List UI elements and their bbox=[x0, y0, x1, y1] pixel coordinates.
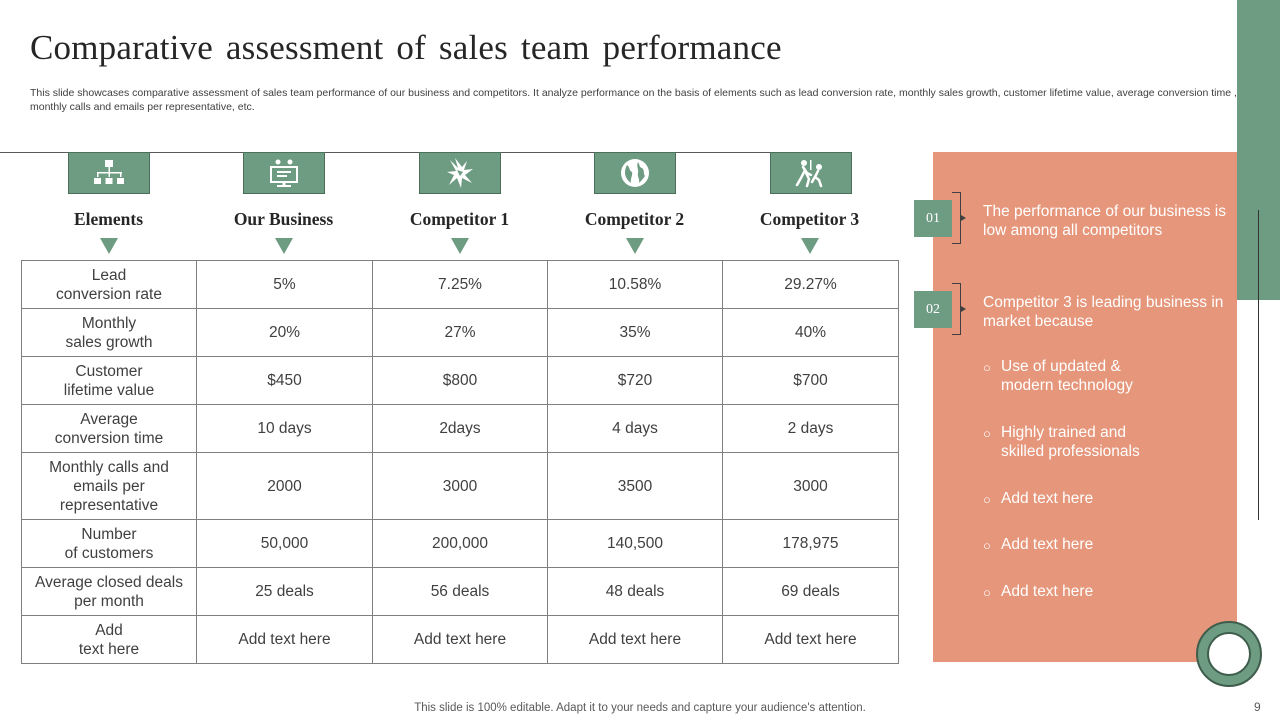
table-cell: 140,500 bbox=[547, 519, 723, 568]
table-cell: 56 deals bbox=[372, 567, 548, 616]
table-cell: 2 days bbox=[722, 404, 899, 453]
bracket-tip bbox=[961, 215, 966, 221]
table-row: Number of customers 50,000 200,000 140,5… bbox=[21, 519, 899, 568]
row-label: Customer lifetime value bbox=[21, 356, 197, 405]
table-cell: 7.25% bbox=[372, 260, 548, 309]
table-row: Lead conversion rate 5% 7.25% 10.58% 29.… bbox=[21, 260, 899, 309]
table-row: Monthly sales growth 20% 27% 35% 40% bbox=[21, 308, 899, 357]
table-cell: 2000 bbox=[196, 452, 373, 520]
row-label: Monthly calls and emails per representat… bbox=[21, 452, 197, 520]
insights-panel bbox=[933, 152, 1237, 662]
table-cell: 48 deals bbox=[547, 567, 723, 616]
bullet-text: Highly trained and skilled professionals bbox=[1001, 424, 1140, 460]
bullet-circle-icon: ○ bbox=[983, 492, 991, 507]
row-label: Lead conversion rate bbox=[21, 260, 197, 309]
table-row: Average conversion time 10 days 2days 4 … bbox=[21, 404, 899, 453]
bullet-item: ○ Add text here bbox=[983, 535, 1233, 556]
table-cell: $700 bbox=[722, 356, 899, 405]
table-row: Customer lifetime value $450 $800 $720 $… bbox=[21, 356, 899, 405]
bullet-item: ○ Add text here bbox=[983, 489, 1233, 510]
row-label: Monthly sales growth bbox=[21, 308, 197, 357]
table-cell: 35% bbox=[547, 308, 723, 357]
table-cell: Add text here bbox=[196, 615, 373, 664]
business-presentation-icon bbox=[243, 152, 325, 194]
table-cell: 178,975 bbox=[722, 519, 899, 568]
decorative-ring bbox=[1196, 621, 1262, 687]
page-title: Comparative assessment of sales team per… bbox=[30, 28, 782, 67]
down-arrow-icon bbox=[100, 238, 118, 254]
down-arrow-icon bbox=[801, 238, 819, 254]
table-cell: 3000 bbox=[372, 452, 548, 520]
insight-text: Competitor 3 is leading business in mark… bbox=[983, 294, 1224, 330]
table-cell: $720 bbox=[547, 356, 723, 405]
table-cell: 29.27% bbox=[722, 260, 899, 309]
table-cell: 10.58% bbox=[547, 260, 723, 309]
decorative-ring-inner bbox=[1207, 632, 1251, 676]
bullet-circle-icon: ○ bbox=[983, 360, 991, 375]
insight-number-badge: 02 bbox=[914, 291, 952, 328]
down-arrow-icon bbox=[626, 238, 644, 254]
bracket-tip bbox=[961, 306, 966, 312]
table-cell: 3000 bbox=[722, 452, 899, 520]
comparison-table: Lead conversion rate 5% 7.25% 10.58% 29.… bbox=[21, 260, 899, 664]
table-cell: 20% bbox=[196, 308, 373, 357]
down-arrow-icon bbox=[275, 238, 293, 254]
table-row: Add text here Add text here Add text her… bbox=[21, 615, 899, 664]
page-number: 9 bbox=[1254, 700, 1261, 714]
table-cell: 10 days bbox=[196, 404, 373, 453]
table-row: Monthly calls and emails per representat… bbox=[21, 452, 899, 520]
footer-note: This slide is 100% editable. Adapt it to… bbox=[414, 702, 866, 714]
decorative-line bbox=[1258, 210, 1259, 520]
bullet-text: Use of updated & modern technology bbox=[1001, 358, 1133, 394]
table-cell: Add text here bbox=[722, 615, 899, 664]
row-label: Average closed deals per month bbox=[21, 567, 197, 616]
column-header-competitor-1: Competitor 1 bbox=[409, 209, 510, 229]
column-header-competitor-2: Competitor 2 bbox=[584, 209, 685, 229]
table-cell: Add text here bbox=[372, 615, 548, 664]
bracket-connector bbox=[952, 283, 961, 335]
bracket-connector bbox=[952, 192, 961, 244]
table-cell: 69 deals bbox=[722, 567, 899, 616]
competition-race-icon bbox=[770, 152, 852, 194]
table-cell: 27% bbox=[372, 308, 548, 357]
bullet-circle-icon: ○ bbox=[983, 538, 991, 553]
row-label: Average conversion time bbox=[21, 404, 197, 453]
table-cell: $450 bbox=[196, 356, 373, 405]
insight-number-badge: 01 bbox=[914, 200, 952, 237]
bullet-text: Add text here bbox=[1001, 490, 1094, 507]
table-cell: 5% bbox=[196, 260, 373, 309]
bullet-text: Add text here bbox=[1001, 583, 1094, 600]
bullet-item: ○ Use of updated & modern technology bbox=[983, 357, 1233, 395]
collision-icon bbox=[419, 152, 501, 194]
table-cell: Add text here bbox=[547, 615, 723, 664]
row-label: Number of customers bbox=[21, 519, 197, 568]
table-cell: 3500 bbox=[547, 452, 723, 520]
table-row: Average closed deals per month 25 deals … bbox=[21, 567, 899, 616]
column-header-our-business: Our Business bbox=[233, 209, 334, 229]
page-subtitle: This slide showcases comparative assessm… bbox=[30, 87, 1237, 113]
bullet-item: ○ Add text here bbox=[983, 582, 1233, 603]
bullet-item: ○ Highly trained and skilled professiona… bbox=[983, 423, 1233, 461]
table-cell: 2days bbox=[372, 404, 548, 453]
bullet-circle-icon: ○ bbox=[983, 585, 991, 600]
column-header-competitor-3: Competitor 3 bbox=[759, 209, 860, 229]
insight-text: The performance of our business is low a… bbox=[983, 203, 1226, 239]
down-arrow-icon bbox=[451, 238, 469, 254]
bullet-circle-icon: ○ bbox=[983, 426, 991, 441]
org-chart-icon bbox=[68, 152, 150, 194]
table-cell: 4 days bbox=[547, 404, 723, 453]
row-label: Add text here bbox=[21, 615, 197, 664]
bullet-text: Add text here bbox=[1001, 536, 1094, 553]
column-header-elements: Elements bbox=[73, 209, 144, 229]
table-cell: 50,000 bbox=[196, 519, 373, 568]
globe-icon bbox=[594, 152, 676, 194]
table-cell: 25 deals bbox=[196, 567, 373, 616]
table-cell: 40% bbox=[722, 308, 899, 357]
table-cell: 200,000 bbox=[372, 519, 548, 568]
table-cell: $800 bbox=[372, 356, 548, 405]
